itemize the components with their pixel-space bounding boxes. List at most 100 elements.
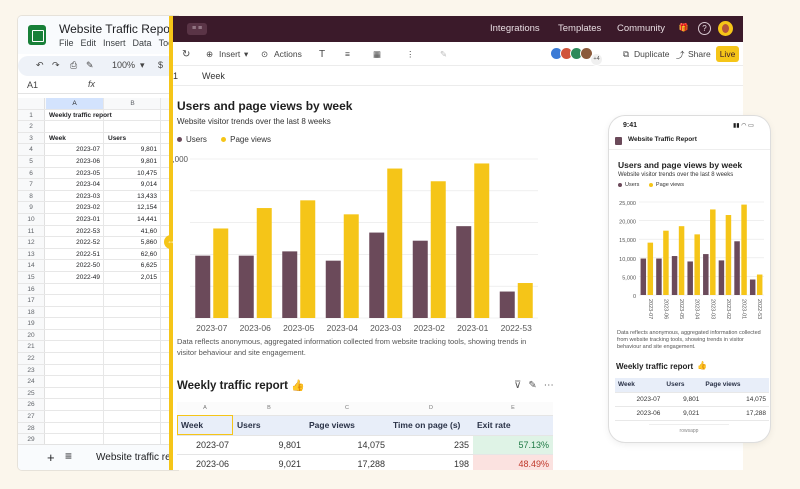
row-number[interactable]: 21: [18, 341, 45, 353]
sheet-cell[interactable]: 2023-04: [46, 179, 104, 190]
sheet-cell[interactable]: [46, 353, 104, 364]
zoom-chevron-icon[interactable]: ▾: [140, 60, 145, 70]
currency-format-button[interactable]: $: [158, 60, 164, 70]
sheet-cell[interactable]: [105, 411, 161, 422]
bar-page-views[interactable]: [678, 226, 685, 295]
sheet-cell[interactable]: Week: [46, 132, 104, 144]
sheet-cell[interactable]: [46, 364, 104, 376]
column-header-b[interactable]: B: [105, 98, 161, 109]
cell[interactable]: 17,288: [305, 454, 389, 470]
sheet-cell[interactable]: 2022-50: [46, 260, 104, 271]
bar-users[interactable]: [640, 258, 647, 295]
row-number[interactable]: 2: [18, 121, 45, 132]
row-number[interactable]: 18: [18, 306, 45, 318]
sheet-cell[interactable]: 2022-51: [46, 248, 104, 260]
bar-users[interactable]: [282, 251, 298, 318]
sheet-cell[interactable]: Users: [105, 132, 161, 144]
sheet-cell[interactable]: [105, 341, 161, 353]
bar-page-views[interactable]: [343, 214, 359, 318]
redo-icon[interactable]: ↷: [52, 60, 60, 70]
bar-users[interactable]: [195, 255, 211, 318]
duplicate-button[interactable]: Duplicate: [634, 49, 670, 59]
sheet-cell[interactable]: [105, 376, 161, 387]
sheet-cell[interactable]: [105, 364, 161, 376]
sheet-cell[interactable]: 14,441: [105, 213, 161, 225]
sheet-cell[interactable]: [46, 434, 104, 445]
row-number[interactable]: 9: [18, 202, 45, 213]
sheet-cell[interactable]: 2023-07: [46, 144, 104, 155]
header-exit-rate[interactable]: Exit rate: [473, 415, 553, 436]
sheet-doc-title[interactable]: Website Traffic Report: [59, 22, 178, 36]
sheet-cell[interactable]: [105, 422, 161, 434]
header-week[interactable]: Week: [177, 415, 233, 436]
cell[interactable]: 14,075: [305, 435, 389, 455]
sheet-cell[interactable]: [46, 329, 104, 341]
sheet-cell[interactable]: [105, 434, 161, 445]
sheet-cell[interactable]: 9,801: [105, 155, 161, 167]
live-button[interactable]: Live: [716, 46, 739, 62]
sheet-cell[interactable]: 9,801: [105, 144, 161, 155]
cell-bar-ref[interactable]: 1: [173, 71, 179, 81]
cell-reference[interactable]: A1: [27, 80, 39, 90]
row-number[interactable]: 22: [18, 353, 45, 364]
bar-page-views[interactable]: [256, 208, 272, 318]
cell[interactable]: 235: [389, 435, 473, 455]
sheet-cell[interactable]: [46, 376, 104, 387]
sheet-cell[interactable]: 2023-02: [46, 202, 104, 213]
add-sheet-icon[interactable]: +: [47, 450, 55, 465]
row-number[interactable]: 11: [18, 225, 45, 237]
menu-insert[interactable]: Insert: [103, 38, 126, 48]
insert-plus-icon[interactable]: ⊕: [206, 49, 214, 59]
sheet-cell[interactable]: Weekly traffic report: [46, 109, 112, 121]
sheet-cell[interactable]: 6,625: [105, 260, 161, 271]
print-icon[interactable]: ⎙: [70, 60, 78, 70]
sheet-cell[interactable]: [105, 306, 161, 318]
row-number[interactable]: 28: [18, 422, 45, 434]
cell[interactable]: 9,801: [663, 392, 703, 407]
row-number[interactable]: 8: [18, 190, 45, 202]
align-icon[interactable]: ≡: [345, 49, 350, 59]
sheet-cell[interactable]: 10,475: [105, 167, 161, 179]
cell[interactable]: 2023-07: [177, 435, 233, 455]
sheet-cell[interactable]: [105, 283, 161, 295]
bar-page-views[interactable]: [430, 181, 446, 318]
row-number[interactable]: 4: [18, 144, 45, 155]
cell[interactable]: 57.13%: [473, 435, 553, 455]
sheet-cell[interactable]: [105, 295, 161, 306]
sheet-cell[interactable]: [105, 387, 161, 399]
sheet-tab[interactable]: Website traffic report: [96, 452, 178, 463]
menu-tools[interactable]: Tools: [159, 38, 178, 48]
cell[interactable]: 17,288: [702, 406, 769, 421]
header-time-on-page[interactable]: Time on page (s): [389, 415, 473, 436]
bar-page-views[interactable]: [725, 215, 732, 295]
sheet-cell[interactable]: [46, 283, 104, 295]
refresh-icon[interactable]: ↻: [182, 49, 191, 60]
cell[interactable]: 14,075: [702, 392, 769, 407]
bar-users[interactable]: [703, 254, 709, 295]
row-number[interactable]: 20: [18, 329, 45, 341]
bar-users[interactable]: [656, 258, 662, 295]
sheet-cell[interactable]: 2023-01: [46, 213, 104, 225]
bar-page-views[interactable]: [474, 163, 490, 318]
row-number[interactable]: 7: [18, 179, 45, 190]
bar-page-views[interactable]: [213, 228, 229, 318]
sheet-cell[interactable]: [105, 329, 161, 341]
bar-page-views[interactable]: [756, 274, 763, 295]
sheet-cell[interactable]: 2022-52: [46, 237, 104, 248]
bar-users[interactable]: [749, 279, 756, 295]
sheet-cell[interactable]: 5,860: [105, 237, 161, 248]
sheet-cell[interactable]: [46, 306, 104, 318]
row-number[interactable]: 12: [18, 237, 45, 248]
cell[interactable]: 2023-07: [615, 392, 664, 407]
sheet-cell[interactable]: [46, 121, 104, 132]
sheet-cell[interactable]: 13,433: [105, 190, 161, 202]
sheet-cell[interactable]: [105, 109, 161, 121]
collaborator-count[interactable]: +4: [590, 53, 603, 66]
header-users[interactable]: Users: [233, 415, 305, 436]
bar-users[interactable]: [369, 232, 385, 318]
cell[interactable]: 9,801: [233, 435, 305, 455]
sheet-cell[interactable]: [46, 341, 104, 353]
nav-integrations[interactable]: Integrations: [490, 23, 540, 34]
actions-button[interactable]: Actions: [274, 49, 302, 59]
cell[interactable]: 198: [389, 454, 473, 470]
